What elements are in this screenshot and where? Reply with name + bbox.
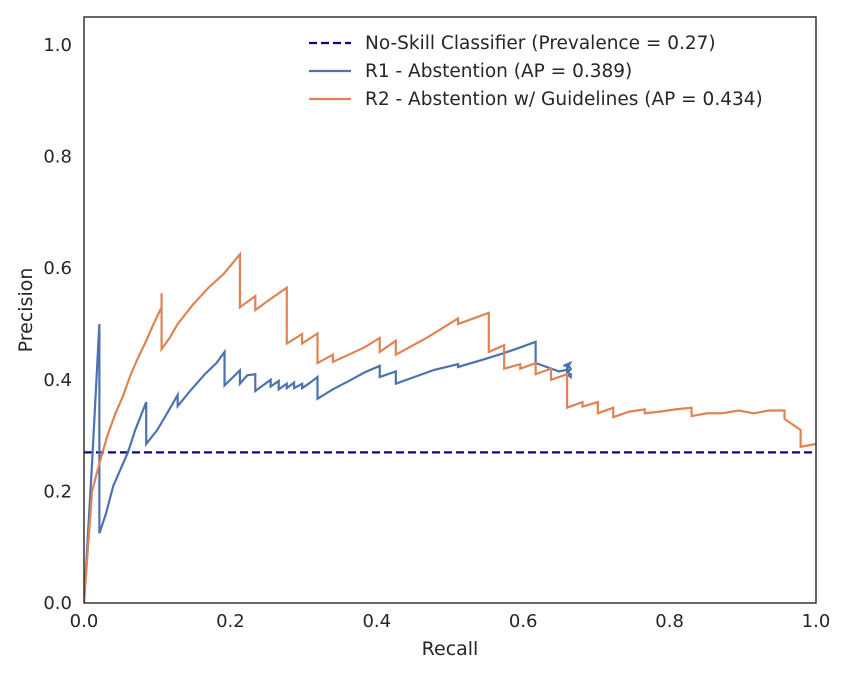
- y-tick-label: 0.2: [43, 481, 72, 502]
- y-tick-label: 0.6: [43, 258, 72, 279]
- legend-label-1: No-Skill Classifier (Prevalence = 0.27): [365, 33, 716, 54]
- series-line-3: [84, 251, 816, 603]
- x-tick-label: 1.0: [802, 611, 831, 632]
- x-tick-label: 0.4: [362, 611, 391, 632]
- y-tick-label: 0.8: [43, 147, 72, 168]
- legend-label-2: R1 - Abstention (AP = 0.389): [365, 61, 632, 82]
- plot-frame: [83, 16, 817, 604]
- y-tick-label: 0.4: [43, 370, 72, 391]
- x-tick-label: 0.0: [70, 611, 99, 632]
- x-tick-label: 0.8: [655, 611, 684, 632]
- plot-marks: [84, 251, 816, 603]
- y-tick-label: 1.0: [43, 35, 72, 56]
- y-tick-label: 0.0: [43, 593, 72, 614]
- x-tick-label: 0.2: [216, 611, 245, 632]
- x-tick-label: 0.6: [509, 611, 538, 632]
- series-line-2: [84, 323, 573, 603]
- legend-label-3: R2 - Abstention w/ Guidelines (AP = 0.43…: [365, 89, 763, 110]
- legend: No-Skill Classifier (Prevalence = 0.27) R…: [309, 33, 763, 110]
- y-axis-title: Precision: [15, 268, 37, 353]
- x-axis-title: Recall: [422, 638, 479, 660]
